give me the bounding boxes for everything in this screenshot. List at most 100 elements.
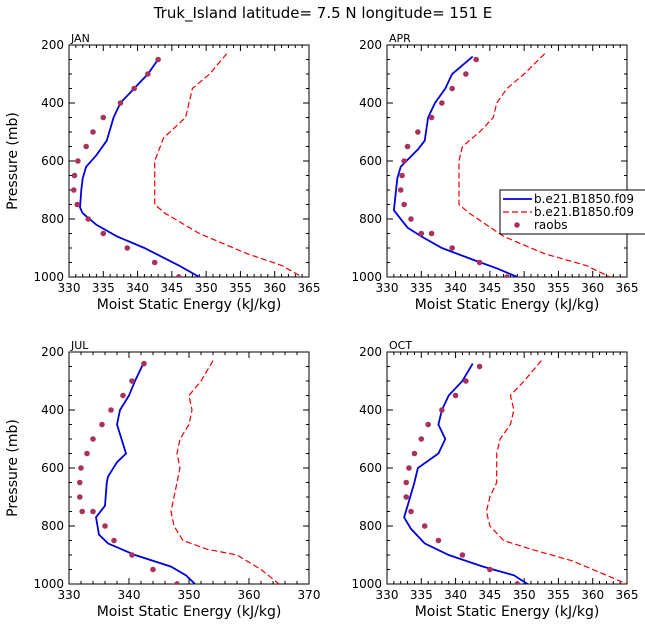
raobs-point (124, 245, 131, 251)
x-tick-label: 330 (58, 281, 81, 295)
x-tick-label: 355 (229, 281, 252, 295)
raobs-point (406, 465, 412, 471)
raobs-point (111, 537, 117, 544)
y-tick-label: 1000 (33, 270, 64, 284)
model-dashed-line (458, 53, 611, 277)
y-tick-label: 200 (41, 38, 64, 52)
raobs-point (174, 581, 180, 584)
raobs-point (71, 187, 77, 193)
y-tick-label: 800 (41, 212, 64, 226)
raobs-point (102, 523, 108, 529)
plot-frame (68, 44, 310, 278)
panel-apr: 330 335 340 345 350 355 360 365 200 400 600 800 1000… (351, 32, 638, 313)
raobs-point (77, 494, 83, 500)
raobs-point (79, 508, 85, 515)
x-tick-label: 365 (298, 281, 321, 295)
y-tick-label: 400 (359, 96, 382, 110)
x-tick-label: 365 (616, 588, 639, 602)
raobs-point (435, 537, 442, 544)
x-tick-label: 360 (581, 588, 604, 602)
raobs-point (403, 494, 410, 500)
y-tick-label: 800 (41, 519, 64, 533)
y-tick-label: 400 (41, 96, 64, 110)
panel-label: JAN (70, 32, 90, 45)
raobs-point (129, 552, 135, 558)
raobs-point (145, 71, 151, 77)
raobs-point (90, 436, 96, 442)
x-tick-label: 335 (92, 281, 115, 295)
panel-label: OCT (389, 339, 412, 352)
raobs-point (408, 508, 414, 515)
raobs-point (463, 71, 469, 77)
y-tick-label: 200 (359, 345, 382, 359)
raobs-point (175, 274, 182, 277)
raobs-point (514, 581, 521, 584)
figure-title: Truk_Island latitude= 7.5 N longitude= 1… (153, 4, 493, 23)
raobs-point (418, 436, 425, 442)
raobs-point (403, 479, 410, 486)
raobs-point (487, 566, 493, 573)
raobs-point (439, 100, 445, 106)
y-tick-label: 600 (41, 461, 64, 475)
y-axis-label: Pressure (mb) (5, 419, 21, 517)
raobs-point (449, 245, 455, 251)
y-tick-label: 600 (41, 154, 64, 168)
panel-oct: 330 335 340 345 350 355 360 365 200 400 600 800 1000… (351, 339, 638, 620)
raobs-point (85, 216, 91, 222)
raobs-point (411, 450, 418, 457)
y-tick-label: 600 (359, 461, 382, 475)
plot-frame (386, 44, 628, 278)
x-tick-label: 330 (58, 588, 81, 602)
x-tick-label: 360 (238, 588, 261, 602)
raobs-point (150, 566, 156, 573)
model-solid-line (403, 363, 529, 584)
raobs-point (155, 56, 161, 63)
raobs-point (74, 201, 81, 208)
raobs-point (129, 378, 135, 384)
raobs-point (428, 114, 435, 121)
y-tick-label: 200 (359, 38, 382, 52)
panel-label: JUL (70, 339, 89, 352)
panel-jan: 330 335 340 345 350 355 360 365 200 400 600 800 1000… (5, 32, 320, 313)
raobs-point (75, 158, 81, 164)
x-axis-label: Moist Static Energy (kJ/kg) (415, 297, 600, 313)
x-tick-label: 345 (478, 281, 501, 295)
y-tick-label: 200 (41, 345, 64, 359)
model-solid-line (392, 55, 518, 277)
x-tick-label: 340 (118, 588, 141, 602)
y-axis-label: Pressure (mb) (5, 112, 21, 210)
x-tick-label: 345 (478, 588, 501, 602)
raobs-point (401, 158, 407, 164)
raobs-point (449, 85, 455, 92)
raobs-point (418, 230, 425, 237)
raobs-point (421, 523, 428, 529)
raobs-point (459, 552, 466, 558)
raobs-point (401, 201, 407, 208)
raobs-point (117, 100, 124, 106)
model-solid-line (95, 361, 196, 584)
x-axis-label: Moist Static Energy (kJ/kg) (97, 604, 282, 620)
x-tick-label: 340 (444, 281, 467, 295)
panel-label: APR (389, 32, 411, 45)
x-axis-label: Moist Static Energy (kJ/kg) (415, 604, 600, 620)
raobs-point (141, 360, 147, 367)
x-tick-label: 370 (298, 588, 321, 602)
raobs-point (476, 259, 483, 266)
raobs-point (425, 421, 431, 428)
raobs-point (404, 143, 411, 150)
raobs-point (463, 378, 469, 384)
raobs-point (100, 230, 107, 237)
raobs-point (78, 465, 84, 471)
y-tick-label: 800 (359, 212, 382, 226)
plot-frame (386, 351, 628, 585)
x-tick-label: 350 (513, 588, 536, 602)
x-tick-label: 330 (376, 588, 399, 602)
raobs-point (90, 508, 96, 515)
raobs-point (84, 450, 90, 457)
x-axis-label: Moist Static Energy (kJ/kg) (97, 297, 282, 313)
raobs-point (71, 172, 78, 179)
x-tick-label: 350 (195, 281, 218, 295)
legend-label: raobs (534, 218, 568, 232)
raobs-point (415, 129, 421, 135)
